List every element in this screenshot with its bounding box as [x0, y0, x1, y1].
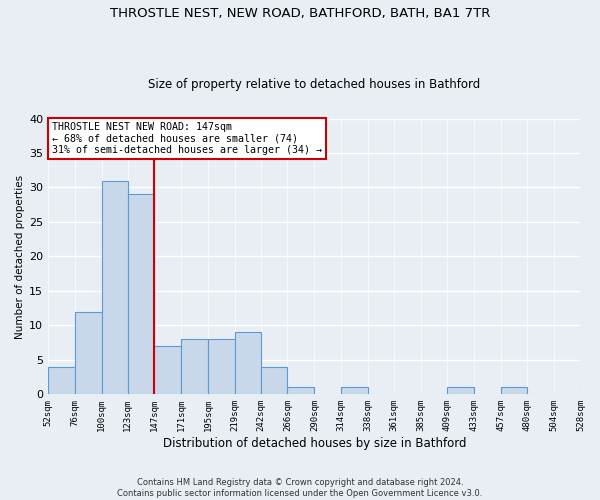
Bar [580, 388, 600, 394]
Bar [102, 180, 128, 394]
Bar [501, 388, 527, 394]
Y-axis label: Number of detached properties: Number of detached properties [15, 174, 25, 338]
Title: Size of property relative to detached houses in Bathford: Size of property relative to detached ho… [148, 78, 481, 91]
Bar [448, 388, 474, 394]
Bar [260, 367, 287, 394]
X-axis label: Distribution of detached houses by size in Bathford: Distribution of detached houses by size … [163, 437, 466, 450]
Bar [341, 388, 368, 394]
Bar [128, 194, 154, 394]
Text: THROSTLE NEST, NEW ROAD, BATHFORD, BATH, BA1 7TR: THROSTLE NEST, NEW ROAD, BATHFORD, BATH,… [110, 8, 490, 20]
Bar [235, 332, 260, 394]
Bar [181, 339, 208, 394]
Text: Contains HM Land Registry data © Crown copyright and database right 2024.
Contai: Contains HM Land Registry data © Crown c… [118, 478, 482, 498]
Bar [208, 339, 235, 394]
Bar [48, 367, 75, 394]
Bar [287, 388, 314, 394]
Bar [75, 312, 102, 394]
Bar [154, 346, 181, 395]
Text: THROSTLE NEST NEW ROAD: 147sqm
← 68% of detached houses are smaller (74)
31% of : THROSTLE NEST NEW ROAD: 147sqm ← 68% of … [52, 122, 322, 155]
